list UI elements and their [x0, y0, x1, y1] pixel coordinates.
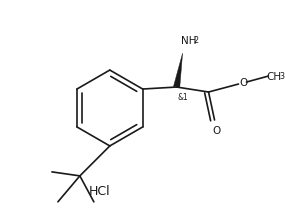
- Text: 2: 2: [194, 36, 199, 45]
- Text: HCl: HCl: [89, 185, 111, 198]
- Text: &1: &1: [178, 93, 188, 102]
- Polygon shape: [174, 53, 183, 88]
- Text: 3: 3: [279, 72, 284, 80]
- Text: CH: CH: [266, 72, 282, 82]
- Text: NH: NH: [181, 36, 196, 46]
- Text: O: O: [239, 78, 248, 88]
- Text: O: O: [212, 126, 221, 136]
